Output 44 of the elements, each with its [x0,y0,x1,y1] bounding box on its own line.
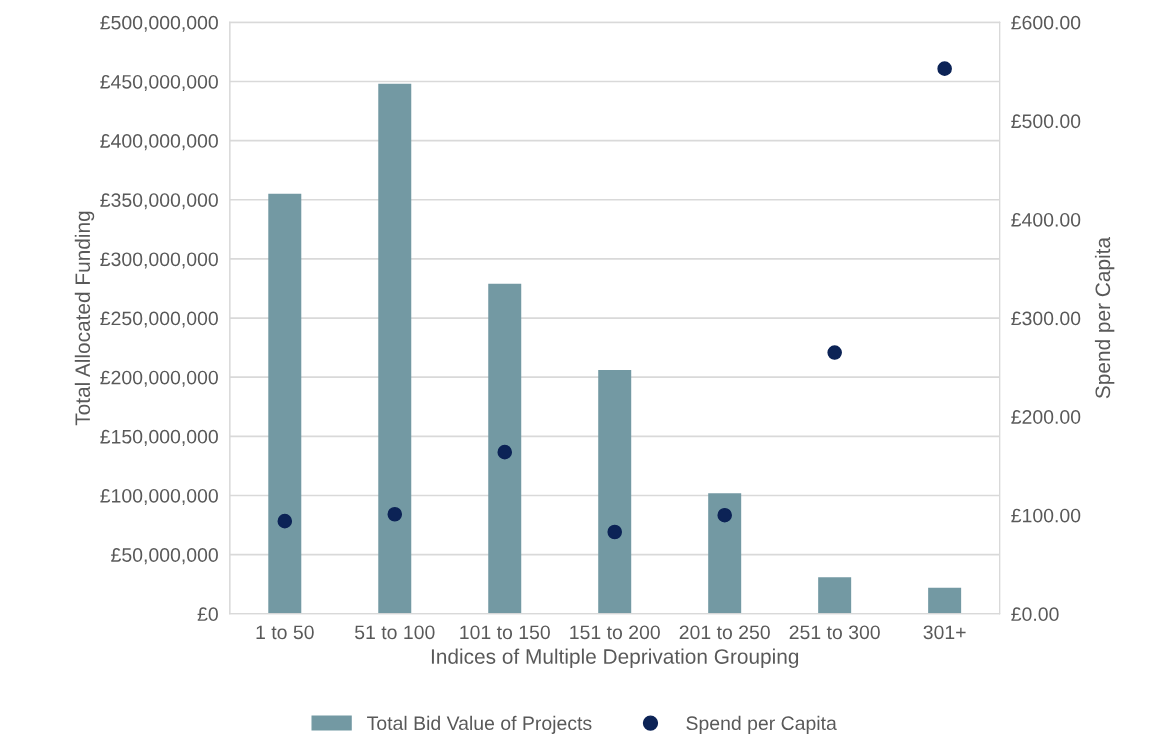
y-tick-label: £350,000,000 [100,193,218,210]
y-tick-label: £100,000,000 [100,488,218,506]
y2-tick-label: £600.00 [1011,15,1081,30]
y-tick-label: £250,000,000 [100,311,218,328]
y-tick-label: £200,000,000 [100,370,218,387]
x-axis-title: Indices of Multiple Deprivation Grouping [431,648,799,669]
y2-tick-label: £100.00 [1011,508,1081,523]
y2-tick-label: £500.00 [1011,114,1081,129]
bar [598,370,632,614]
point [277,513,293,529]
bar [268,193,302,614]
point [827,345,842,360]
y-tick-label: £400,000,000 [100,134,218,151]
x-tick-label: 1 to 50 [256,625,314,640]
legend-label: Spend per Capita [686,715,837,734]
y-tick-label: £300,000,000 [100,252,218,269]
point [387,506,403,522]
y2-tick-label: £0.00 [1011,607,1059,622]
point [607,524,622,540]
point [717,507,732,523]
point [937,61,952,76]
bar [818,577,852,614]
bar [708,493,742,614]
y-tick-label: £0 [197,607,218,622]
y-tick-label: £150,000,000 [100,429,218,446]
bar [378,83,412,614]
y2-tick-label: £400.00 [1011,212,1081,227]
y-tick-label: £500,000,000 [100,15,218,32]
bar [488,283,522,614]
y-axis-title: Total Allocated Funding [74,211,95,426]
legend-label: Total Bid Value of Projects [367,715,592,734]
y-tick-label: £50,000,000 [111,548,218,565]
y2-tick-label: £300.00 [1011,311,1081,326]
x-tick-label: 151 to 200 [570,625,660,640]
y-tick-label: £450,000,000 [100,74,218,91]
point [497,444,513,460]
x-tick-label: 201 to 250 [679,625,770,640]
x-tick-label: 251 to 300 [789,625,880,640]
bar [928,587,962,614]
y2-tick-label: £200.00 [1011,410,1081,424]
x-tick-label: 301+ [923,625,966,640]
x-tick-label: 51 to 100 [355,625,435,640]
x-tick-label: 101 to 150 [460,625,550,640]
y2-axis-title: Spend per Capita [1094,236,1115,399]
